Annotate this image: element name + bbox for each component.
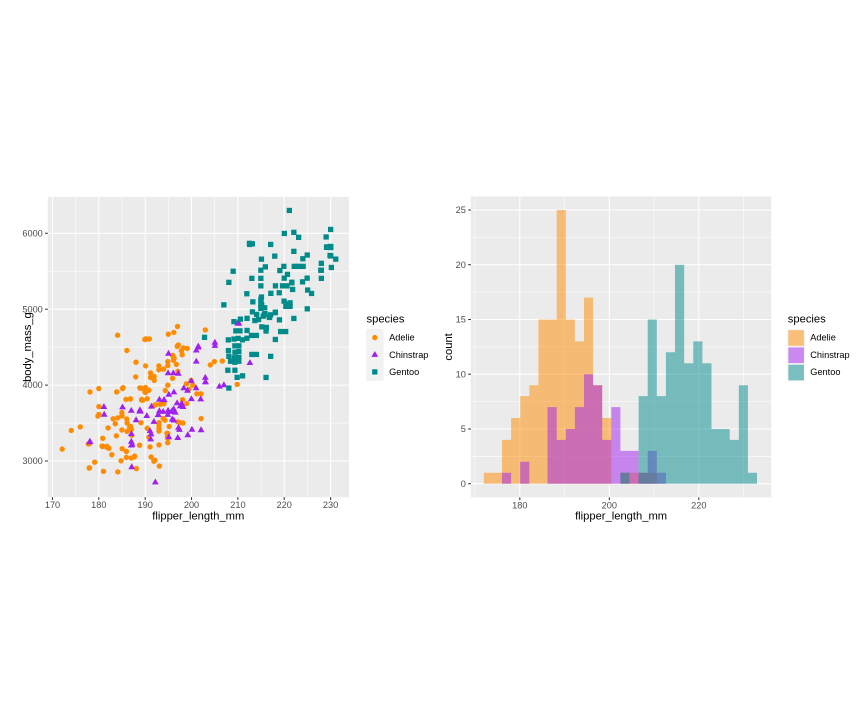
svg-text:Gentoo: Gentoo [389, 367, 419, 377]
svg-text:220: 220 [691, 500, 706, 510]
svg-text:Gentoo: Gentoo [810, 367, 840, 377]
svg-text:210: 210 [230, 500, 245, 510]
svg-text:170: 170 [45, 500, 60, 510]
svg-text:15: 15 [456, 315, 466, 325]
svg-text:200: 200 [602, 500, 617, 510]
svg-text:190: 190 [138, 500, 153, 510]
svg-text:species: species [788, 314, 826, 326]
svg-text:10: 10 [456, 369, 466, 379]
svg-text:180: 180 [512, 500, 527, 510]
svg-text:6000: 6000 [22, 228, 42, 238]
svg-text:Adelie: Adelie [389, 333, 415, 343]
svg-text:5: 5 [461, 424, 466, 434]
svg-text:20: 20 [456, 260, 466, 270]
svg-text:180: 180 [91, 500, 106, 510]
svg-text:0: 0 [461, 479, 466, 489]
svg-text:species: species [367, 314, 405, 326]
svg-text:Chinstrap: Chinstrap [810, 350, 849, 360]
svg-text:Adelie: Adelie [810, 333, 836, 343]
svg-text:220: 220 [277, 500, 292, 510]
svg-text:25: 25 [456, 205, 466, 215]
svg-text:flipper_length_mm: flipper_length_mm [152, 511, 244, 523]
svg-text:3000: 3000 [22, 456, 42, 466]
svg-text:4000: 4000 [22, 380, 42, 390]
svg-text:Chinstrap: Chinstrap [389, 350, 428, 360]
svg-text:5000: 5000 [22, 304, 42, 314]
svg-text:count: count [443, 332, 455, 360]
svg-text:230: 230 [323, 500, 338, 510]
svg-text:body_mass_g: body_mass_g [22, 312, 34, 382]
svg-text:flipper_length_mm: flipper_length_mm [575, 511, 667, 523]
svg-text:200: 200 [184, 500, 199, 510]
